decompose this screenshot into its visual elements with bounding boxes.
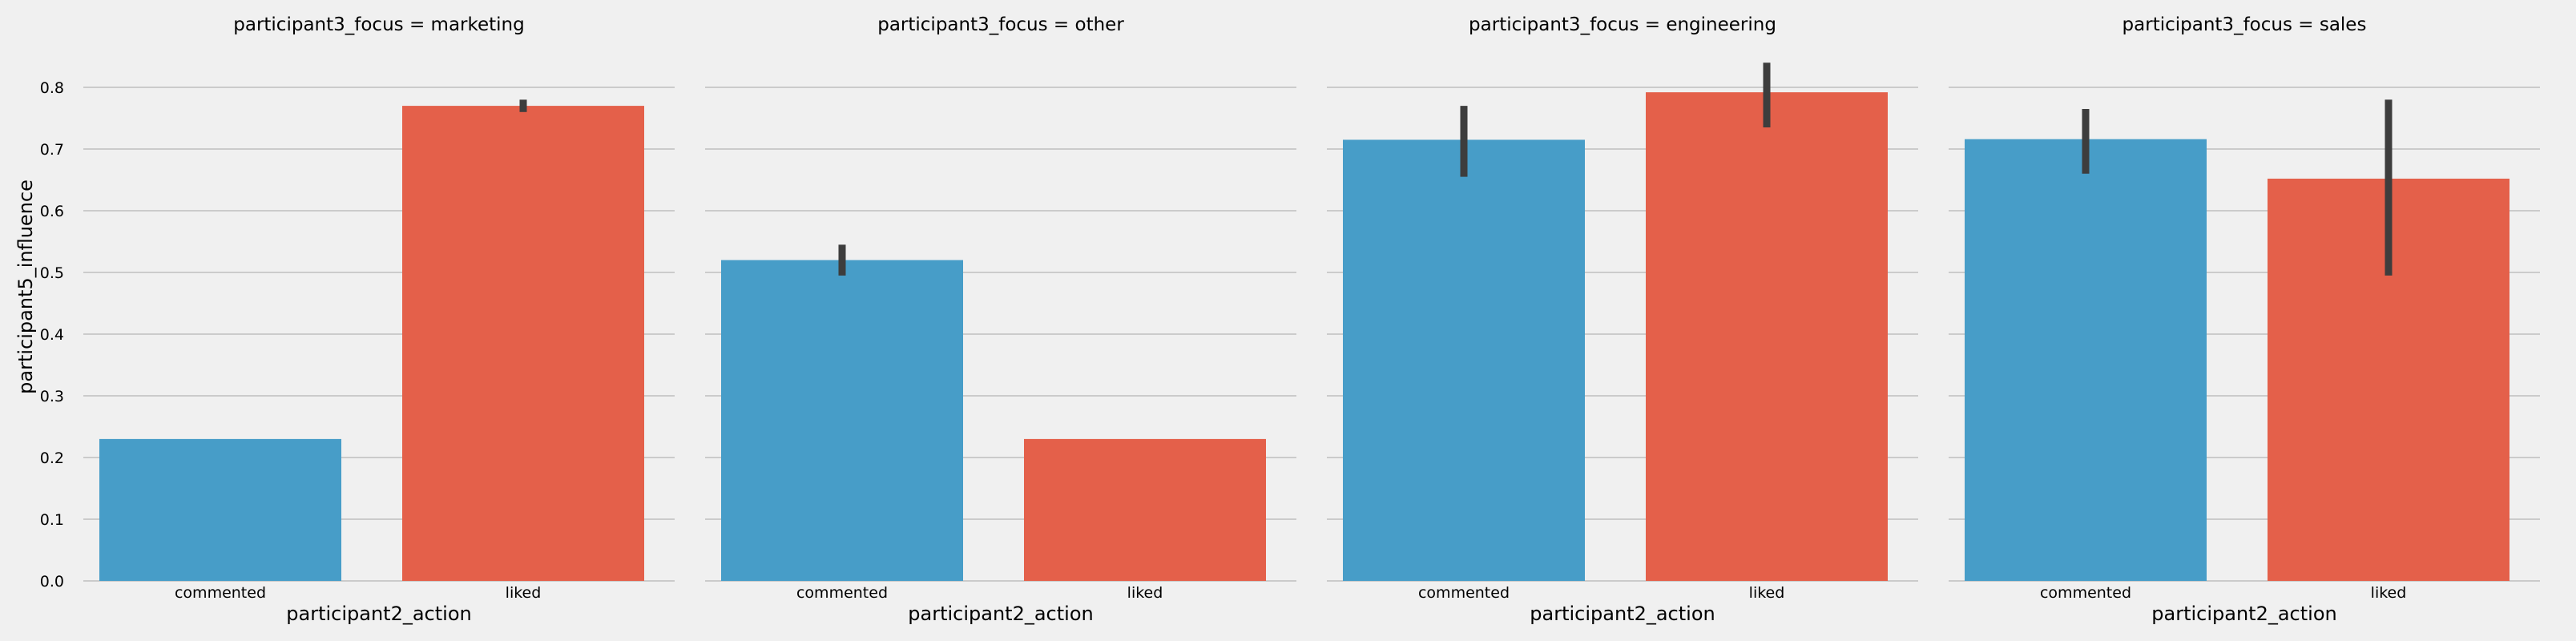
y-axis-label: participant5_influence	[14, 179, 37, 394]
x-axis-label: participant2_action	[1530, 603, 1715, 625]
x-tick-label: liked	[2371, 584, 2407, 602]
bar-commented	[721, 260, 963, 581]
x-tick-label: commented	[1418, 584, 1510, 602]
x-axis-label: participant2_action	[286, 603, 471, 625]
bar-commented	[99, 438, 341, 581]
bar-commented	[1343, 139, 1585, 581]
bar-commented	[1965, 139, 2207, 581]
bar-liked	[402, 106, 644, 582]
y-tick-label: 0.4	[40, 326, 64, 344]
x-axis-label: participant2_action	[2151, 603, 2336, 625]
x-tick-label: liked	[506, 584, 542, 602]
y-tick-label: 0.2	[40, 450, 64, 467]
x-axis-label: participant2_action	[908, 603, 1093, 625]
y-tick-label: 0.5	[40, 264, 64, 282]
x-tick-label: commented	[796, 584, 888, 602]
y-tick-label: 0.6	[40, 203, 64, 220]
y-tick-label: 0.1	[40, 511, 64, 529]
panel-title: participant3_focus = sales	[2122, 14, 2367, 35]
x-tick-label: liked	[1749, 584, 1785, 602]
y-tick-label: 0.3	[40, 388, 64, 405]
y-tick-label: 0.0	[40, 573, 64, 591]
y-tick-label: 0.8	[40, 79, 64, 97]
facet-panels: 0.0 0.1 0.2 0.3 0.4 0.5 0.6 0.7 0.8 participant3_…	[40, 14, 2540, 625]
bar-liked	[1024, 438, 1266, 581]
panel-title: participant3_focus = other	[877, 14, 1124, 35]
y-tick-label: 0.7	[40, 141, 64, 159]
panel-title: participant3_focus = marketing	[233, 14, 524, 35]
x-tick-label: commented	[2040, 584, 2131, 602]
x-tick-label: liked	[1127, 584, 1163, 602]
bar-liked	[1646, 92, 1888, 581]
panel-title: participant3_focus = engineering	[1469, 14, 1776, 35]
x-tick-label: commented	[175, 584, 266, 602]
